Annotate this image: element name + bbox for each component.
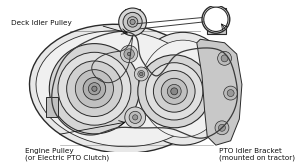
Circle shape — [125, 107, 146, 128]
Circle shape — [129, 111, 141, 123]
Circle shape — [221, 55, 228, 62]
Circle shape — [215, 121, 229, 135]
Circle shape — [138, 55, 211, 128]
Text: Deck Idler Pulley: Deck Idler Pulley — [11, 20, 72, 26]
Circle shape — [146, 63, 203, 120]
Circle shape — [83, 77, 106, 100]
Circle shape — [161, 78, 187, 104]
Circle shape — [88, 83, 100, 95]
Circle shape — [212, 16, 219, 23]
Circle shape — [75, 70, 113, 108]
Circle shape — [58, 52, 131, 125]
Circle shape — [128, 17, 138, 27]
Circle shape — [167, 84, 181, 98]
Circle shape — [133, 115, 138, 120]
Circle shape — [171, 88, 178, 95]
Circle shape — [124, 49, 134, 59]
Circle shape — [130, 19, 135, 25]
Circle shape — [67, 61, 122, 116]
Circle shape — [227, 90, 234, 97]
Circle shape — [204, 7, 228, 31]
Text: Engine Pulley
(or Electric PTO Clutch): Engine Pulley (or Electric PTO Clutch) — [26, 148, 109, 161]
Text: PTO Idler Bracket
(mounted on tractor): PTO Idler Bracket (mounted on tractor) — [219, 148, 296, 161]
Circle shape — [138, 71, 145, 77]
Circle shape — [202, 5, 230, 33]
Circle shape — [120, 45, 138, 63]
Circle shape — [134, 67, 148, 81]
Polygon shape — [197, 39, 242, 145]
Circle shape — [92, 86, 97, 91]
Circle shape — [119, 8, 146, 36]
Circle shape — [123, 12, 142, 31]
Ellipse shape — [140, 40, 225, 137]
Circle shape — [49, 44, 140, 134]
Circle shape — [224, 86, 238, 100]
Circle shape — [140, 72, 143, 76]
Circle shape — [207, 11, 225, 28]
FancyBboxPatch shape — [125, 9, 140, 28]
Ellipse shape — [36, 31, 205, 147]
Ellipse shape — [44, 37, 197, 140]
Circle shape — [153, 71, 195, 112]
Circle shape — [218, 124, 225, 131]
Ellipse shape — [133, 32, 233, 145]
Circle shape — [128, 52, 131, 56]
Circle shape — [218, 51, 232, 65]
FancyBboxPatch shape — [207, 8, 226, 34]
Ellipse shape — [29, 24, 212, 153]
FancyBboxPatch shape — [46, 97, 58, 116]
